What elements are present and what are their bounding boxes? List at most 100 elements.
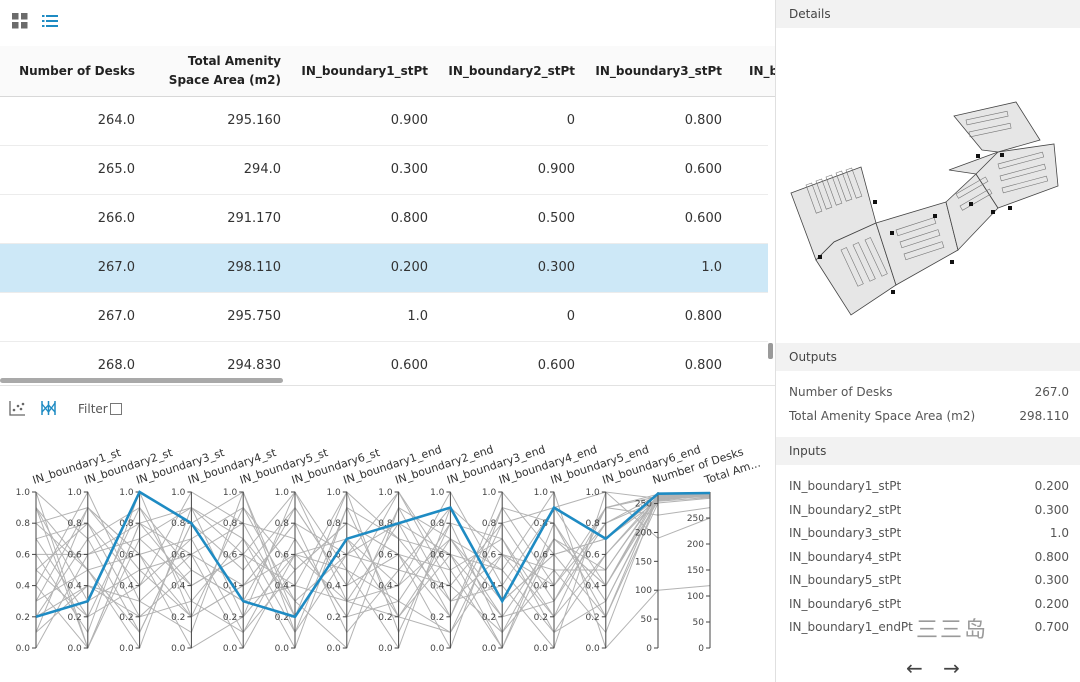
table-row[interactable]: 264.0 295.160 0.900 0 0.800 bbox=[0, 97, 768, 146]
pc-tick-label: 0.0 bbox=[171, 644, 186, 654]
parallel-coordinates-icon[interactable] bbox=[40, 400, 57, 416]
pc-line bbox=[35, 490, 711, 634]
cell-number-of-desks: 266.0 bbox=[97, 211, 135, 226]
pc-tick-label: 0.0 bbox=[326, 644, 341, 654]
pc-tick-label: 1.0 bbox=[326, 488, 341, 498]
table-row[interactable]: 266.0 291.170 0.800 0.500 0.600 bbox=[0, 195, 768, 244]
pc-tick-label: 0.2 bbox=[378, 613, 392, 623]
results-table: 264.0 295.160 0.900 0 0.800 265.0 294.0 0.300 0.… bbox=[0, 97, 768, 379]
arrow-left-icon[interactable]: ← bbox=[906, 656, 923, 680]
pc-tick-label: 0.6 bbox=[482, 550, 497, 560]
pc-tick-label: 0 bbox=[646, 644, 652, 654]
pc-tick-label: 1.0 bbox=[16, 488, 31, 498]
horizontal-scrollbar[interactable] bbox=[0, 378, 283, 383]
cell-boundary2-stpt: 0.600 bbox=[537, 358, 575, 373]
cell-amenity-area: 294.0 bbox=[243, 162, 281, 177]
grid-view-icon[interactable] bbox=[11, 12, 29, 30]
input-label-boundary3-stpt: IN_boundary3_stPt bbox=[789, 526, 902, 540]
outputs-header: Outputs bbox=[776, 343, 1080, 371]
column-header-number-of-desks[interactable]: Number of Desks bbox=[19, 63, 135, 78]
pc-tick-label: 0.4 bbox=[67, 582, 82, 592]
arrow-right-icon[interactable]: → bbox=[943, 656, 960, 680]
pane-divider[interactable] bbox=[0, 385, 775, 386]
pc-tick-label: 100 bbox=[635, 586, 652, 596]
pc-tick-label: 0.4 bbox=[326, 582, 341, 592]
pc-tick-label: 0.2 bbox=[16, 613, 30, 623]
pc-tick-label: 250 bbox=[687, 514, 704, 524]
column-header-amenity-area[interactable]: Total Amenity Space Area (m2) bbox=[168, 54, 281, 87]
table-row[interactable]: 267.0 298.110 0.200 0.300 1.0 bbox=[0, 244, 768, 293]
input-value-boundary2-stpt: 0.300 bbox=[1034, 503, 1069, 517]
pc-tick-label: 0.6 bbox=[67, 550, 82, 560]
cell-boundary1-stpt: 0.800 bbox=[390, 211, 428, 226]
view-toggle-bar bbox=[0, 0, 775, 47]
column-header-boundary3-stpt[interactable]: IN_boundary3_stPt bbox=[595, 63, 722, 78]
cell-amenity-area: 291.170 bbox=[227, 211, 281, 226]
cell-boundary3-stpt: 1.0 bbox=[701, 260, 722, 275]
pc-tick-label: 150 bbox=[687, 566, 704, 576]
pc-tick-label: 0.2 bbox=[430, 613, 444, 623]
pc-tick-label: 0.8 bbox=[171, 519, 186, 529]
pc-tick-label: 1.0 bbox=[534, 488, 549, 498]
list-view-icon[interactable] bbox=[41, 12, 59, 30]
cell-boundary3-stpt: 0.600 bbox=[684, 211, 722, 226]
pc-tick-label: 0.8 bbox=[482, 519, 497, 529]
pc-tick-label: 1.0 bbox=[275, 488, 290, 498]
column-header-boundary2-stpt[interactable]: IN_boundary2_stPt bbox=[448, 63, 575, 78]
input-value-boundary4-stpt: 0.800 bbox=[1034, 550, 1069, 564]
vertical-scrollbar[interactable] bbox=[768, 343, 773, 359]
pc-tick-label: 50 bbox=[641, 615, 653, 625]
scatter-plot-icon[interactable] bbox=[9, 400, 26, 416]
pc-line bbox=[35, 491, 711, 650]
pc-tick-label: 0.0 bbox=[430, 644, 445, 654]
pc-tick-label: 0.0 bbox=[223, 644, 238, 654]
pc-tick-label: 0.0 bbox=[378, 644, 393, 654]
pc-tick-label: 0.0 bbox=[67, 644, 82, 654]
pc-tick-label: 1.0 bbox=[430, 488, 445, 498]
pc-line bbox=[35, 506, 711, 633]
pc-tick-label: 0.4 bbox=[378, 582, 393, 592]
input-label-boundary2-stpt: IN_boundary2_stPt bbox=[789, 503, 902, 517]
input-label-boundary6-stpt: IN_boundary6_stPt bbox=[789, 597, 902, 611]
pc-tick-label: 0.8 bbox=[119, 519, 134, 529]
column-header-boundary4-stpt[interactable]: IN_b bbox=[749, 63, 775, 78]
parallel-coordinates-chart[interactable]: 0.00.20.40.60.81.0IN_boundary1_st0.00.20… bbox=[0, 425, 775, 665]
filter-label: Filter bbox=[78, 402, 108, 416]
pc-tick-label: 0.2 bbox=[534, 613, 548, 623]
pc-tick-label: 0.0 bbox=[482, 644, 497, 654]
table-header: Number of Desks Total Amenity Space Area… bbox=[0, 46, 775, 97]
pc-tick-label: 0.6 bbox=[378, 550, 393, 560]
output-value-number-of-desks: 267.0 bbox=[1034, 385, 1069, 399]
pc-tick-label: 0.4 bbox=[534, 582, 549, 592]
pc-line bbox=[35, 494, 711, 649]
pc-tick-label: 0.6 bbox=[275, 550, 290, 560]
table-row[interactable]: 267.0 295.750 1.0 0 0.800 bbox=[0, 293, 768, 342]
pc-line bbox=[35, 491, 711, 634]
pc-tick-label: 0.4 bbox=[585, 582, 600, 592]
input-label-boundary1-stpt: IN_boundary1_stPt bbox=[789, 479, 902, 493]
cell-number-of-desks: 264.0 bbox=[97, 113, 135, 128]
inputs-header: Inputs bbox=[776, 437, 1080, 465]
column-header-boundary1-stpt[interactable]: IN_boundary1_stPt bbox=[301, 63, 428, 78]
pc-tick-label: 0.6 bbox=[119, 550, 134, 560]
pc-tick-label: 1.0 bbox=[171, 488, 186, 498]
filter-checkbox[interactable] bbox=[110, 403, 122, 415]
pc-tick-label: 100 bbox=[687, 592, 704, 602]
table-row[interactable]: 265.0 294.0 0.300 0.900 0.600 bbox=[0, 146, 768, 195]
pc-tick-label: 0.2 bbox=[275, 613, 289, 623]
input-label-boundary5-stpt: IN_boundary5_stPt bbox=[789, 573, 902, 587]
details-header: Details bbox=[776, 0, 1080, 28]
cell-boundary2-stpt: 0 bbox=[566, 113, 575, 128]
pc-tick-label: 0.6 bbox=[585, 550, 600, 560]
pc-tick-label: 0.2 bbox=[585, 613, 599, 623]
pc-tick-label: 0.2 bbox=[223, 613, 237, 623]
pc-tick-label: 0.2 bbox=[482, 613, 496, 623]
input-value-boundary3-stpt: 1.0 bbox=[1049, 526, 1069, 540]
input-value-boundary1-endpt: 0.700 bbox=[1034, 620, 1069, 634]
pc-tick-label: 0.0 bbox=[275, 644, 290, 654]
table-row[interactable]: 268.0 294.830 0.600 0.600 0.800 bbox=[0, 342, 768, 379]
pc-tick-label: 0.4 bbox=[275, 582, 290, 592]
pc-tick-label: 0 bbox=[698, 644, 704, 654]
cell-boundary1-stpt: 0.200 bbox=[390, 260, 428, 275]
cell-boundary3-stpt: 0.600 bbox=[684, 162, 722, 177]
